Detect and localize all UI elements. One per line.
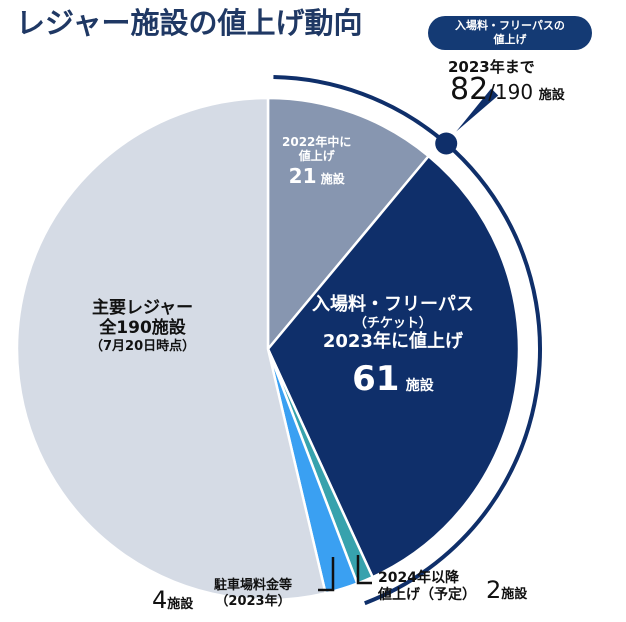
slice-label-2024: 2024年以降 値上げ（予定）	[378, 570, 476, 604]
callout-unit: 施設	[538, 88, 565, 103]
label-line: 2023年に値上げ	[322, 331, 463, 353]
leader-line-2024	[356, 555, 372, 585]
unit: 施設	[320, 171, 345, 186]
badge-line1: 入場料・フリーパスの	[455, 19, 565, 32]
data-label: 21	[288, 163, 317, 188]
label-line: 駐車場料金等	[214, 578, 293, 593]
callout-value: 82/190 施設	[450, 72, 565, 108]
callout-count: 82	[450, 72, 489, 107]
label-line: （チケット）	[353, 315, 432, 331]
label-line: 値上げ	[298, 149, 335, 164]
callout-pointer	[456, 88, 499, 132]
label-line: 入場料・フリーパス	[312, 294, 474, 315]
pie-slice-0	[266, 96, 431, 353]
label-line: （2023年）	[215, 593, 291, 609]
badge-line2: 値上げ	[493, 33, 527, 46]
unit: 施設	[405, 377, 434, 394]
data-label: 2	[486, 576, 502, 604]
label-line: 2022年中に	[282, 135, 352, 149]
pie-slice-1	[266, 154, 521, 579]
center-label-line2: 全190施設	[99, 318, 186, 339]
callout-arc	[273, 75, 542, 606]
label-line: 2024年以降	[378, 570, 459, 586]
data-label: 4	[152, 586, 168, 614]
callout-total: /190	[488, 80, 534, 104]
center-label-line3: （7月20日時点）	[90, 338, 196, 354]
slice-label-2023: 入場料・フリーパス （チケット） 2023年に値上げ 61 施設	[312, 294, 474, 400]
slice-label-2022: 2022年中に 値上げ 21 施設	[282, 135, 351, 188]
data-label: 61	[352, 358, 400, 399]
leader-line-parking	[318, 557, 335, 592]
callout-prefix: 2023年まで	[448, 58, 535, 76]
chart-title: レジャー施設の値上げ動向	[16, 6, 363, 40]
label-line: 値上げ（予定）	[378, 586, 476, 603]
slice-value-parking: 4施設	[152, 586, 193, 615]
pie-slice-4	[15, 96, 328, 602]
slice-value-2024: 2施設	[486, 576, 527, 605]
center-label: 主要レジャー 全190施設 （7月20日時点）	[90, 298, 195, 354]
unit: 施設	[501, 587, 528, 602]
callout-dot	[435, 132, 458, 155]
callout-badge: 入場料・フリーパスの 値上げ	[428, 16, 592, 50]
center-label-line1: 主要レジャー	[91, 298, 194, 318]
unit: 施設	[167, 597, 194, 612]
slice-label-parking: 駐車場料金等 （2023年）	[214, 578, 292, 609]
